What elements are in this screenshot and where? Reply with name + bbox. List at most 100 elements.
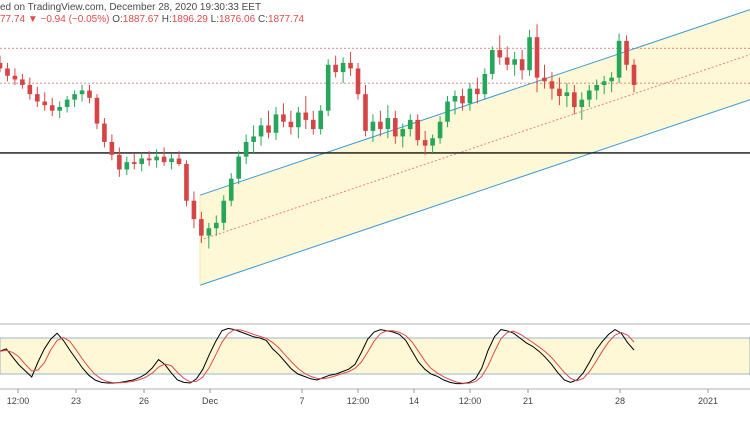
candle [519,50,525,80]
candle-body [363,94,368,131]
candle [131,152,137,170]
candle [273,107,279,141]
candle-body [572,92,577,108]
candle-body [333,64,338,73]
candle [12,68,18,85]
candle-body [49,105,55,111]
candle-body [400,129,406,137]
candle-body [42,101,48,106]
candle-body [34,94,40,102]
candle [124,156,130,175]
candle [378,110,383,137]
candle-body [586,90,592,100]
candle [258,118,264,146]
candle [117,147,122,177]
published-text: ed on TradingView.com, December 28, 2020… [0,2,262,13]
candle [34,86,40,108]
candle-body [512,59,517,65]
candle-body [601,81,607,85]
candle [512,51,517,76]
candle [467,83,473,111]
candle-body [370,121,376,131]
candle [609,72,614,93]
candle-body [452,95,458,102]
x-tick-label: 21 [523,396,533,406]
candle [497,35,503,65]
candle-body [616,40,622,78]
candle-body [460,95,465,104]
candle-body [549,81,555,89]
candle-body [534,37,540,78]
candle [109,134,115,161]
x-tick-label: 12:00 [7,396,30,406]
candle [221,195,227,231]
channel-upper-line [199,9,750,196]
candle [624,35,629,71]
candle [564,83,570,108]
candle-body [109,141,115,155]
candle [631,59,637,93]
channel-mid-line [199,54,750,241]
candle [49,97,55,117]
candle-body [117,154,122,170]
candle [348,51,353,76]
candle-body [199,219,204,236]
candle-body [102,123,107,142]
candle [42,92,48,111]
candle [430,134,435,153]
candle [407,114,413,137]
candle-body [281,114,286,122]
candle [452,90,458,115]
low-value: 1876.06 [219,14,256,25]
candle-body [273,114,279,133]
candle-body [161,156,167,163]
candle [94,94,100,130]
candle-body [79,90,85,95]
candle-body [57,107,62,111]
open-label: O: [112,14,123,25]
candle-body [348,62,353,69]
candle [475,77,480,104]
candle-body [393,118,398,137]
x-tick-label: 12:00 [459,396,482,406]
candle [161,147,167,166]
candle [72,90,77,108]
candle-body [475,88,480,95]
candle [579,92,585,120]
candle [489,46,495,80]
candle [325,59,331,117]
candle [318,105,324,135]
candle [460,88,465,111]
candle-body [5,68,10,76]
candle [146,151,152,166]
candle-body [519,59,525,71]
high-label: H: [161,14,172,25]
candle [266,110,271,139]
candle-body [430,138,435,146]
candle-body [624,40,629,65]
candle-body [437,121,443,139]
candle-body [72,94,77,100]
x-tick-label: 26 [139,396,149,406]
candle [199,211,204,243]
candle [176,151,182,166]
candle [20,73,25,89]
change-arrow-icon: ▼ [27,14,38,25]
candle-body [415,119,421,141]
candle [422,130,428,155]
candle-body [251,136,256,142]
candle-body [154,156,159,161]
candle [139,152,145,172]
candle [169,152,174,170]
candle-body [489,50,495,74]
candle-body [206,228,212,236]
candle-body [318,110,324,130]
candle-body [482,73,488,95]
x-tick-label: 14 [409,396,419,406]
x-tick-label: Dec [202,396,219,406]
candle-body [355,68,361,95]
candle [333,55,338,78]
candle-body [87,90,92,98]
